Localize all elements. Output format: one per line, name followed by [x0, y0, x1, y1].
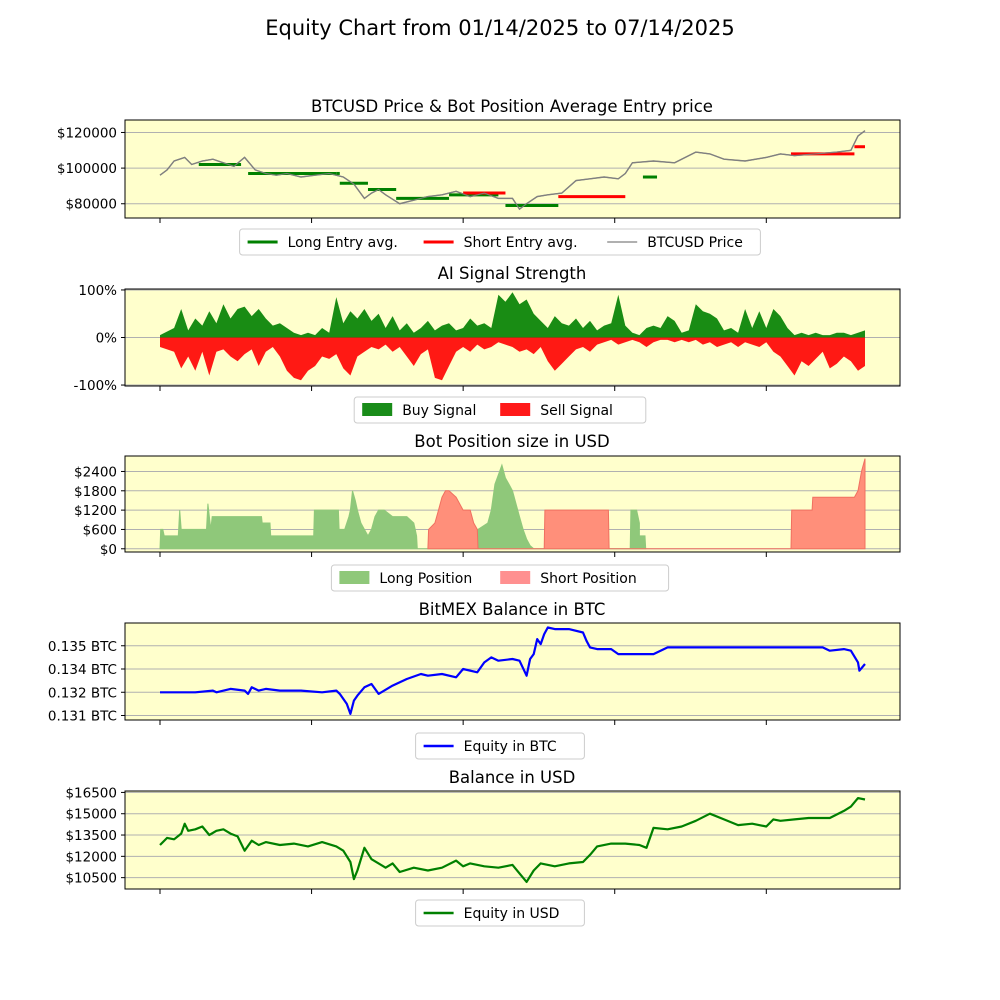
legend-swatch [339, 571, 370, 584]
panel-4: $10500 $12000 $13500 $15000 $16500 Balance in… [65, 768, 901, 927]
legend-2: Long Position Short Position [330, 564, 670, 592]
equity-btc-line [160, 626, 866, 715]
y-tick-label: $10500 [65, 871, 117, 887]
y-tick-label: $0 [100, 542, 117, 558]
legend-label: Short Position [540, 571, 637, 587]
legend-label: Equity in USD [464, 906, 560, 922]
panel-title: BTCUSD Price & Bot Position Average Entr… [311, 97, 713, 116]
legend-0: Long Entry avg. Short Entry avg. BTCUSD Pr… [239, 228, 761, 256]
y-tick-label: -100% [74, 378, 118, 394]
y-tick-label: $15000 [65, 807, 117, 823]
legend-label: Buy Signal [402, 403, 476, 419]
legend-swatch [362, 403, 393, 416]
y-tick-label: $80000 [65, 197, 117, 213]
panel-title: Balance in USD [449, 768, 576, 787]
legend-swatch [500, 403, 531, 416]
buy-signal-area [160, 292, 865, 338]
legend-label: Short Entry avg. [464, 235, 578, 251]
plot-border [124, 288, 901, 387]
plot-border [124, 790, 901, 890]
sell-signal-area [160, 337, 865, 381]
legend-frame [415, 732, 585, 760]
legend-frame [415, 899, 585, 927]
y-tick-label: $16500 [65, 785, 117, 801]
plot-area [125, 623, 900, 720]
legend-label: Long Entry avg. [288, 235, 398, 251]
legend-label: Sell Signal [540, 403, 613, 419]
panel-title: AI Signal Strength [438, 264, 587, 283]
y-tick-label: $1800 [74, 484, 117, 500]
legend-label: BTCUSD Price [647, 235, 743, 251]
plot-border [124, 455, 901, 553]
legend-label: Equity in BTC [464, 739, 557, 755]
legend-3: Equity in BTC [415, 732, 585, 760]
panel-3: 0.131 BTC 0.132 BTC 0.134 BTC 0.135 BTC BitM… [48, 600, 901, 760]
legend-1: Buy Signal Sell Signal [353, 396, 647, 424]
y-tick-label: $120000 [57, 125, 117, 141]
panel-0: $80000 $100000 $120000 BTCUSD Price & Bot P… [57, 97, 901, 256]
y-tick-label: 0% [96, 331, 118, 347]
y-tick-label: $600 [83, 522, 117, 538]
y-tick-label: $1200 [74, 503, 117, 519]
long-position-area [159, 463, 647, 550]
y-tick-label: 100% [78, 283, 117, 299]
legend-4: Equity in USD [415, 899, 585, 927]
y-tick-label: 0.132 BTC [48, 685, 117, 701]
y-tick-label: 0.134 BTC [48, 662, 117, 678]
plot-border [124, 119, 901, 219]
legend-frame [330, 564, 670, 592]
equity-usd-line [159, 797, 866, 883]
plot-area [125, 791, 900, 889]
legend-frame [239, 228, 761, 256]
y-tick-label: $13500 [65, 828, 117, 844]
y-tick-label: $12000 [65, 849, 117, 865]
panel-1: -100% 0% 100% AI Signal Strength Buy Signal S… [74, 264, 901, 424]
legend-frame [353, 396, 647, 424]
panel-2: $0 $600 $1200 $1800 $2400 Bot Position size i… [74, 432, 901, 592]
y-tick-label: $2400 [74, 464, 117, 480]
figure-title: Equity Chart from 01/14/2025 to 07/14/20… [265, 16, 735, 40]
y-tick-label: 0.131 BTC [48, 709, 117, 725]
short-position-area [427, 458, 866, 550]
y-tick-label: 0.135 BTC [48, 639, 117, 655]
legend-swatch [500, 571, 531, 584]
series-btcusd-price-overlay [159, 130, 866, 210]
y-tick-label: $100000 [57, 161, 117, 177]
panel-title: Bot Position size in USD [414, 432, 609, 451]
legend-label: Long Position [379, 571, 472, 587]
panel-title: BitMEX Balance in BTC [419, 600, 606, 619]
plot-border [124, 622, 901, 721]
